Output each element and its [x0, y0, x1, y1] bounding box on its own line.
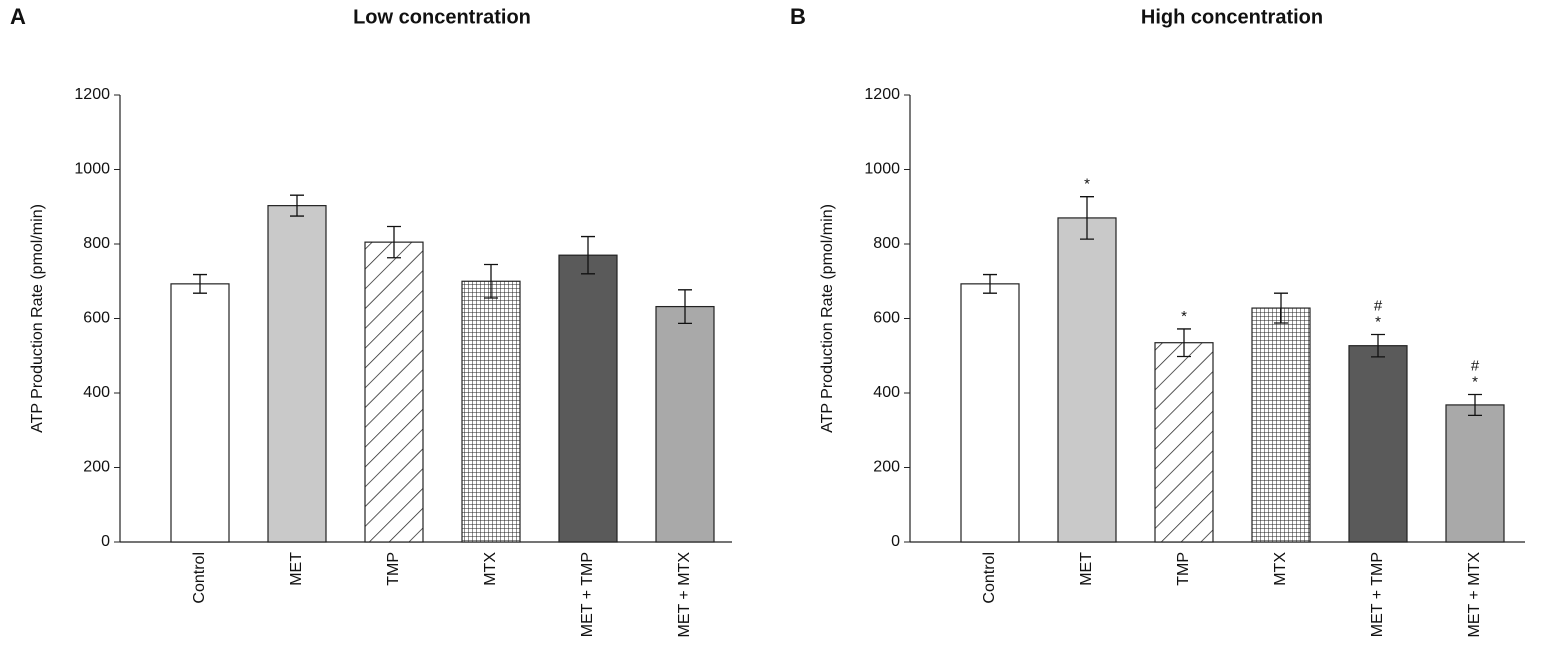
y-tick-label: 400	[83, 384, 110, 401]
y-tick-label: 1200	[74, 86, 110, 103]
x-tick-label: MTX	[1272, 552, 1289, 586]
y-tick-label: 1000	[864, 161, 900, 178]
y-tick-label: 1200	[864, 86, 900, 103]
x-tick-label: MET + MTX	[1466, 552, 1483, 638]
bar	[364, 241, 424, 543]
chart-title: High concentration	[1141, 6, 1323, 28]
error-bar	[1274, 292, 1288, 324]
bar	[1057, 217, 1117, 543]
error-bar	[983, 273, 997, 294]
x-tick-label: MTX	[482, 552, 499, 586]
error-bar	[678, 289, 692, 324]
x-tick-label: Control	[191, 552, 208, 604]
bar	[1445, 404, 1505, 543]
error-bar	[193, 273, 207, 294]
bar	[1348, 345, 1408, 543]
y-tick-label: 600	[83, 310, 110, 327]
error-bar	[290, 194, 304, 217]
error-bar	[581, 235, 595, 275]
panel-label: B	[790, 4, 806, 29]
error-bar	[1177, 328, 1191, 358]
bar	[1154, 342, 1214, 543]
bar	[170, 283, 230, 543]
error-bar	[387, 225, 401, 259]
error-bar	[1080, 196, 1094, 240]
x-tick-label: MET	[1078, 552, 1095, 586]
x-tick-label: MET + MTX	[676, 552, 693, 638]
chart-title: Low concentration	[353, 6, 531, 28]
x-tick-label: MET + TMP	[579, 552, 596, 637]
y-tick-label: 800	[873, 235, 900, 252]
bar	[1251, 307, 1311, 543]
y-tick-label: 200	[83, 459, 110, 476]
y-tick-label: 400	[873, 384, 900, 401]
significance-mark: *	[1181, 308, 1187, 325]
y-tick-label: 0	[101, 533, 110, 550]
x-tick-label: MET + TMP	[1369, 552, 1386, 637]
y-tick-label: 200	[873, 459, 900, 476]
significance-mark: *	[1084, 176, 1090, 193]
y-axis-label: ATP Production Rate (pmol/min)	[29, 204, 46, 433]
y-tick-label: 1000	[74, 161, 110, 178]
bar	[960, 283, 1020, 543]
x-tick-label: TMP	[385, 552, 402, 586]
significance-mark: *	[1472, 373, 1478, 390]
error-bar	[1371, 333, 1385, 358]
y-tick-label: 0	[891, 533, 900, 550]
significance-mark: #	[1471, 357, 1480, 374]
bar	[461, 280, 521, 543]
error-bar	[484, 263, 498, 299]
x-tick-label: MET	[288, 552, 305, 586]
y-tick-label: 600	[873, 310, 900, 327]
panel-label: A	[10, 4, 26, 29]
error-bar	[1468, 393, 1482, 416]
bar	[267, 205, 327, 543]
y-axis-label: ATP Production Rate (pmol/min)	[819, 204, 836, 433]
bar	[655, 305, 715, 543]
significance-mark: *	[1375, 313, 1381, 330]
bar	[558, 254, 618, 543]
x-tick-label: Control	[981, 552, 998, 604]
significance-mark: #	[1374, 297, 1383, 314]
y-tick-label: 800	[83, 235, 110, 252]
x-tick-label: TMP	[1175, 552, 1192, 586]
